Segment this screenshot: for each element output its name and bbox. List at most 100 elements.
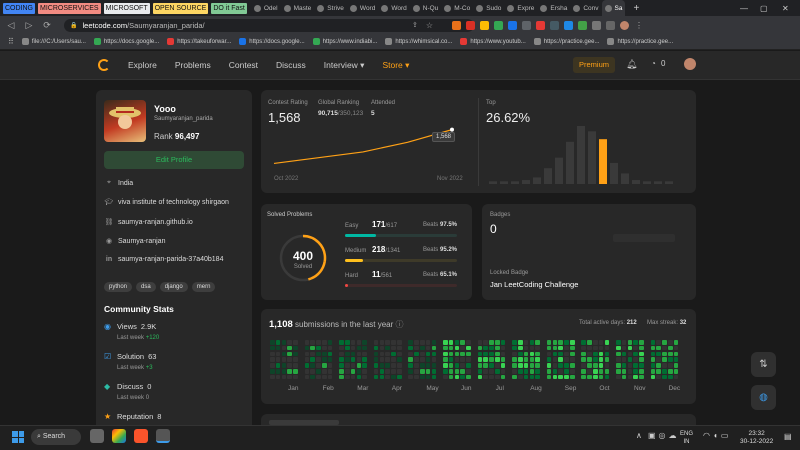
heatmap-cell[interactable]: [327, 369, 333, 374]
histogram-bar[interactable]: [610, 162, 618, 184]
heatmap-cell[interactable]: [316, 351, 321, 357]
tab-group-chip[interactable]: OPEN SOURCE: [152, 2, 209, 14]
heatmap-cell[interactable]: [425, 374, 431, 380]
heatmap-cell[interactable]: [408, 369, 413, 374]
heatmap-cell[interactable]: [448, 374, 454, 380]
skill-tag[interactable]: mern: [191, 282, 216, 292]
heatmap-cell[interactable]: [604, 363, 610, 368]
heatmap-cell[interactable]: [281, 351, 287, 357]
heatmap-cell[interactable]: [362, 369, 367, 374]
heatmap-cell[interactable]: [518, 351, 523, 357]
heatmap-cell[interactable]: [345, 345, 350, 351]
heatmap-cell[interactable]: [662, 345, 667, 351]
heatmap-cell[interactable]: [397, 357, 402, 362]
bookmark-item[interactable]: https://practice.gee...: [607, 38, 673, 45]
heatmap-cell[interactable]: [564, 369, 569, 374]
heatmap-cell[interactable]: [356, 369, 362, 374]
heatmap-cell[interactable]: [379, 363, 385, 368]
heatmap-cell[interactable]: [275, 340, 281, 345]
heatmap-cell[interactable]: [581, 351, 586, 357]
profile-avatar-icon[interactable]: [620, 20, 630, 30]
heatmap-cell[interactable]: [425, 345, 431, 351]
heatmap-cell[interactable]: [558, 345, 563, 351]
rating-histogram[interactable]: [486, 126, 686, 186]
heatmap-cell[interactable]: [529, 374, 535, 380]
heatmap-cell[interactable]: [593, 340, 598, 345]
heatmap-cell[interactable]: [598, 363, 604, 368]
heatmap-cell[interactable]: [339, 351, 344, 357]
heatmap-cell[interactable]: [443, 345, 448, 351]
heatmap-cell[interactable]: [275, 374, 281, 380]
heatmap-cell[interactable]: [362, 340, 367, 345]
heatmap-cell[interactable]: [535, 340, 540, 345]
heatmap-cell[interactable]: [570, 345, 575, 351]
heatmap-cell[interactable]: [281, 369, 287, 374]
heatmap-cell[interactable]: [581, 363, 586, 368]
heatmap-cell[interactable]: [656, 340, 661, 345]
heatmap-cell[interactable]: [477, 369, 483, 374]
heatmap-cell[interactable]: [454, 351, 460, 357]
heatmap-cell[interactable]: [633, 357, 638, 362]
bookmark-item[interactable]: https://practice.gee...: [533, 38, 599, 45]
heatmap-cell[interactable]: [546, 345, 552, 351]
heatmap-cell[interactable]: [621, 351, 627, 357]
heatmap-cell[interactable]: [639, 345, 644, 351]
heatmap-cell[interactable]: [668, 357, 673, 362]
browser-tab[interactable]: M-Co: [441, 0, 473, 16]
heatmap-cell[interactable]: [385, 369, 390, 374]
heatmap-cell[interactable]: [552, 351, 558, 357]
heatmap-cell[interactable]: [529, 363, 535, 368]
heatmap-cell[interactable]: [650, 374, 656, 380]
histogram-bar[interactable]: [511, 181, 519, 184]
histogram-bar[interactable]: [643, 181, 651, 184]
heatmap-cell[interactable]: [489, 369, 494, 374]
heatmap-cell[interactable]: [448, 357, 454, 362]
heatmap-cell[interactable]: [529, 340, 535, 345]
heatmap-cell[interactable]: [593, 374, 598, 380]
heatmap-cell[interactable]: [420, 363, 425, 368]
heatmap-cell[interactable]: [322, 357, 327, 362]
heatmap-cell[interactable]: [500, 340, 506, 345]
histogram-bar[interactable]: [489, 181, 497, 184]
heatmap-cell[interactable]: [443, 340, 448, 345]
heatmap-cell[interactable]: [379, 351, 385, 357]
heatmap-cell[interactable]: [570, 340, 575, 345]
heatmap-cell[interactable]: [518, 374, 523, 380]
heatmap-cell[interactable]: [379, 340, 385, 345]
heatmap-cell[interactable]: [316, 374, 321, 380]
heatmap-cell[interactable]: [500, 351, 506, 357]
window-minimize-button[interactable]: —: [740, 3, 748, 13]
nav-discuss[interactable]: Discuss: [276, 60, 306, 70]
heatmap-cell[interactable]: [304, 340, 310, 345]
heatmap-cell[interactable]: [379, 369, 385, 374]
heatmap-cell[interactable]: [385, 340, 390, 345]
heatmap-cell[interactable]: [397, 369, 402, 374]
heatmap-cell[interactable]: [621, 363, 627, 368]
taskbar-search-box[interactable]: ⌕ Search: [31, 429, 81, 445]
heatmap-cell[interactable]: [598, 374, 604, 380]
histogram-bar[interactable]: [577, 126, 585, 184]
heatmap-cell[interactable]: [373, 351, 379, 357]
heatmap-cell[interactable]: [512, 374, 517, 380]
heatmap-cell[interactable]: [304, 374, 310, 380]
heatmap-cell[interactable]: [483, 345, 488, 351]
extension-icon[interactable]: [466, 20, 476, 30]
heatmap-cell[interactable]: [322, 363, 327, 368]
heatmap-cell[interactable]: [420, 369, 425, 374]
heatmap-cell[interactable]: [621, 345, 627, 351]
heatmap-cell[interactable]: [650, 363, 656, 368]
heatmap-cell[interactable]: [466, 369, 471, 374]
histogram-bar[interactable]: [555, 157, 563, 184]
heatmap-cell[interactable]: [570, 363, 575, 368]
heatmap-cell[interactable]: [621, 357, 627, 362]
heatmap-cell[interactable]: [587, 351, 592, 357]
heatmap-cell[interactable]: [454, 363, 460, 368]
histogram-bar[interactable]: [599, 139, 607, 184]
heatmap-cell[interactable]: [270, 357, 275, 362]
heatmap-cell[interactable]: [345, 351, 350, 357]
heatmap-cell[interactable]: [270, 351, 275, 357]
heatmap-cell[interactable]: [587, 345, 592, 351]
heatmap-cell[interactable]: [339, 357, 344, 362]
heatmap-cell[interactable]: [621, 340, 627, 345]
extension-icon[interactable]: [480, 20, 490, 30]
